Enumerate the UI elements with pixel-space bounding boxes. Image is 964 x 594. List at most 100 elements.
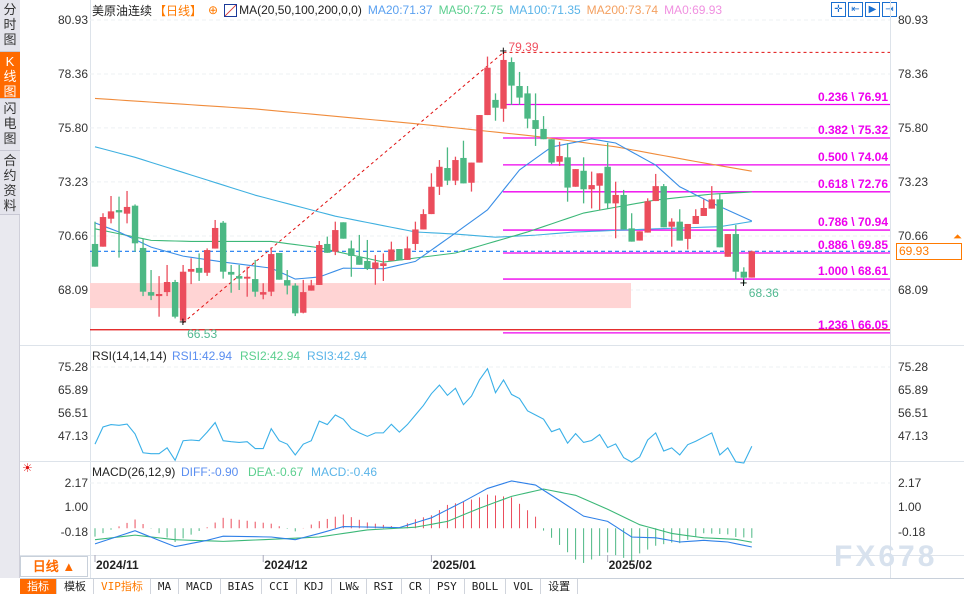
fib-level-label: 0.500 \ 74.04 xyxy=(817,149,888,164)
ma50-value: MA50:72.75 xyxy=(438,3,504,17)
candle-up xyxy=(123,206,131,214)
candle-up xyxy=(187,268,195,272)
candle-up xyxy=(724,234,731,257)
indicator-tab-[interactable]: 设置 xyxy=(541,579,579,594)
candle-down xyxy=(508,62,515,86)
panel-divider xyxy=(20,461,964,462)
macd-title: MACD(26,12,9) xyxy=(92,465,176,479)
macd-hist-value: MACD:-0.46 xyxy=(311,465,378,479)
macd-diff-line xyxy=(94,480,752,548)
fib-level-label: 1.000 \ 68.61 xyxy=(817,264,888,279)
symbol-name: 美原油连续 xyxy=(92,3,153,18)
sidebar: 分时图 K线图 闪电图 合约资料 xyxy=(0,0,20,578)
candle-up xyxy=(380,263,387,267)
indicator-tab-cr[interactable]: CR xyxy=(402,579,430,594)
candle-down xyxy=(396,248,403,261)
candle-up xyxy=(452,160,459,181)
indicator-tab-kdj[interactable]: KDJ xyxy=(297,579,332,594)
candle-up xyxy=(155,293,163,297)
swing-trend-line xyxy=(182,52,504,324)
price-axis-left-label: 68.09 xyxy=(57,283,88,297)
candle-up xyxy=(332,230,339,252)
macd-settings-icon: ☀ xyxy=(22,461,33,475)
sidebar-tab-contract-info[interactable]: 合约资料 xyxy=(0,151,20,215)
indicator-chart-icon[interactable] xyxy=(224,3,238,17)
macd-axis-left-label: -0.18 xyxy=(60,525,88,539)
candle-up xyxy=(652,186,659,202)
rsi-axis-left-label: 65.89 xyxy=(57,383,88,398)
macd-axis-right-label: 1.00 xyxy=(898,500,922,515)
candle-up xyxy=(420,214,427,230)
fib-level-label: 0.786 \ 70.94 xyxy=(817,215,888,230)
candle-down xyxy=(91,243,99,267)
sidebar-tab-flash[interactable]: 闪电图 xyxy=(0,99,20,151)
candle-down xyxy=(620,194,627,230)
fib-level-label: 0.886 \ 69.85 xyxy=(817,237,888,252)
indicator-tab-[interactable]: 指标 xyxy=(20,579,57,594)
indicator-tab-bias[interactable]: BIAS xyxy=(221,579,263,594)
swing-high-label: 79.39 xyxy=(508,40,539,55)
candle-up xyxy=(484,67,491,116)
macd-dea-line xyxy=(94,488,752,543)
sidebar-tab-kline[interactable]: K线图 xyxy=(0,52,20,99)
panel-divider xyxy=(20,555,964,556)
indicator-tab-[interactable]: 模板 xyxy=(57,579,94,594)
panel-divider xyxy=(20,345,964,346)
candle-down xyxy=(740,271,748,278)
indicator-tab-psy[interactable]: PSY xyxy=(430,579,465,594)
fit-left-icon[interactable]: ⇤ xyxy=(848,2,863,17)
rsi1-value: RSI1:42.94 xyxy=(172,349,233,363)
candle-down xyxy=(292,285,299,314)
macd-axis-right-label: -0.18 xyxy=(898,525,926,539)
rsi-axis-left-label: 75.28 xyxy=(57,360,88,374)
chart-header: 美原油连续 【日线】 ⊕ MA(20,50,100,200,0,0) MA20:… xyxy=(92,2,722,18)
candle-down xyxy=(147,292,155,296)
watermark: FX678 xyxy=(834,540,938,573)
candle-up xyxy=(700,207,707,216)
indicator-tab-lw[interactable]: LW& xyxy=(332,579,367,594)
candle-up xyxy=(179,271,187,321)
candle-down xyxy=(252,279,259,292)
jump-end-icon[interactable]: ⇥ xyxy=(882,2,897,17)
indicator-tab-ma[interactable]: MA xyxy=(151,579,180,594)
x-axis-label: 2025/02 xyxy=(608,558,653,572)
candle-up xyxy=(243,276,251,279)
candle-down xyxy=(171,282,179,317)
add-indicator-icon[interactable]: ⊕ xyxy=(208,3,219,17)
candle-down xyxy=(732,234,739,272)
sidebar-tab-intraday[interactable]: 分时图 xyxy=(0,0,20,52)
candle-down xyxy=(676,221,683,241)
candle-up xyxy=(428,186,435,215)
candle-up xyxy=(500,59,507,109)
indicator-tab-boll[interactable]: BOLL xyxy=(465,579,507,594)
candle-up xyxy=(636,231,643,241)
extreme-marker: + xyxy=(499,43,508,59)
candle-down xyxy=(219,222,227,272)
rsi-axis-left-label: 56.51 xyxy=(57,406,88,420)
candle-up xyxy=(572,169,579,187)
period-label[interactable]: 【日线】 xyxy=(154,3,203,18)
candle-up xyxy=(476,115,483,163)
ma0-value: MA0:69.93 xyxy=(664,3,723,17)
candle-up xyxy=(412,229,419,244)
ma20-line xyxy=(94,138,753,280)
candle-up xyxy=(556,156,563,162)
indicator-tab-vip[interactable]: VIP指标 xyxy=(94,579,151,594)
period-selector[interactable]: 日线 ▲ xyxy=(20,556,88,577)
ma-params: MA(20,50,100,200,0,0) xyxy=(239,3,362,17)
rsi-axis-right-label: 56.51 xyxy=(898,406,929,420)
candle-down xyxy=(532,120,539,129)
indicator-tab-vol[interactable]: VOL xyxy=(506,579,542,594)
indicator-tab-rsi[interactable]: RSI xyxy=(367,579,402,594)
macd-axis-left-label: 2.17 xyxy=(64,476,88,490)
crosshair-icon[interactable]: ✛ xyxy=(831,2,846,17)
indicator-tab-cci[interactable]: CCI xyxy=(262,579,297,594)
candle-down xyxy=(284,280,291,286)
play-icon[interactable]: ▶ xyxy=(865,2,880,17)
rsi-axis-left-label: 47.13 xyxy=(57,429,88,443)
ma20-value: MA20:71.37 xyxy=(367,3,433,17)
indicator-tab-macd[interactable]: MACD xyxy=(179,579,221,594)
candle-down xyxy=(115,210,123,213)
fib-level-label: 0.618 \ 72.76 xyxy=(817,176,888,191)
